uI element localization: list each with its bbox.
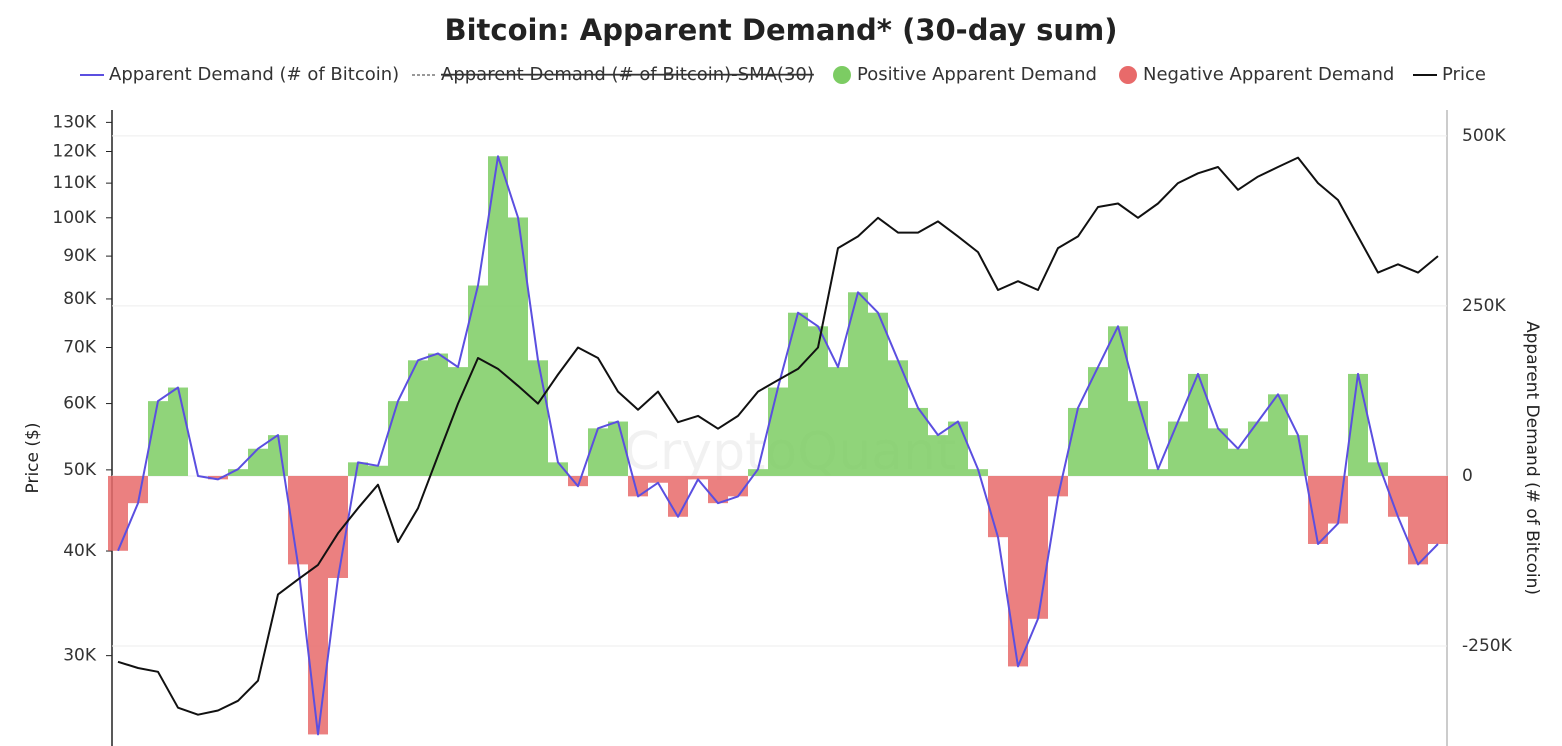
series-line: [117, 156, 1439, 716]
demand-bar: [648, 475, 668, 483]
y-tick-label: 30K: [63, 646, 97, 666]
demand-bar: [788, 312, 808, 476]
demand-bar: [548, 462, 568, 476]
demand-bar: [308, 475, 328, 735]
legend-marker: [833, 66, 851, 84]
demand-bar: [608, 421, 628, 476]
demand-bar: [1008, 475, 1028, 667]
demand-bar: [928, 435, 948, 476]
demand-bar: [248, 448, 268, 476]
demand-bar: [588, 428, 608, 476]
demand-bar: [1128, 401, 1148, 476]
demand-bar: [148, 401, 168, 476]
legend-label: Negative Apparent Demand: [1143, 64, 1394, 85]
y-tick-label: 40K: [63, 541, 97, 561]
demand-bar: [848, 292, 868, 476]
demand-bar: [1428, 475, 1448, 544]
demand-bar: [288, 475, 308, 565]
demand-bar: [688, 475, 708, 480]
y-tick-label: 50K: [63, 460, 97, 480]
legend-item: Apparent Demand (# of Bitcoin)-SMA(30): [412, 64, 814, 85]
series-line: [117, 155, 1439, 736]
demand-bar: [1168, 421, 1188, 476]
demand-bar: [1408, 475, 1428, 565]
demand-bar: [1088, 367, 1108, 476]
demand-bar: [708, 475, 728, 504]
demand-bar: [368, 465, 388, 476]
y-axis-title: Price ($): [23, 423, 43, 494]
legend-label: Apparent Demand (# of Bitcoin): [109, 64, 399, 85]
y-tick-label: 120K: [52, 141, 96, 161]
demand-bar: [748, 469, 768, 476]
demand-bar: [1188, 373, 1208, 476]
demand-bar: [888, 360, 908, 476]
y-tick-label: 90K: [63, 246, 97, 266]
demand-bar: [168, 387, 188, 476]
demand-bar: [808, 326, 828, 476]
demand-bar: [408, 360, 428, 476]
demand-bar: [208, 475, 228, 480]
demand-bar: [1268, 394, 1288, 476]
demand-bar: [948, 421, 968, 476]
y2-tick-label: 250K: [1462, 296, 1506, 316]
demand-bar: [988, 475, 1008, 538]
legend-item: Negative Apparent Demand: [1119, 64, 1394, 85]
y-tick-label: 80K: [63, 289, 97, 309]
demand-bar: [908, 407, 928, 476]
demand-bar: [1208, 428, 1228, 476]
demand-bar: [348, 462, 368, 476]
legend-item: Apparent Demand (# of Bitcoin): [80, 64, 399, 85]
legend-label: Positive Apparent Demand: [857, 64, 1097, 85]
legend-label: Apparent Demand (# of Bitcoin)-SMA(30): [441, 64, 814, 85]
demand-bar: [108, 475, 128, 551]
demand-bar: [228, 469, 248, 476]
legend-label: Price: [1442, 64, 1486, 85]
legend-item: Price: [1413, 64, 1486, 85]
demand-bar: [568, 475, 588, 487]
y-tick-label: 130K: [52, 112, 96, 132]
chart-title: Bitcoin: Apparent Demand* (30-day sum): [444, 13, 1117, 47]
y2-tick-label: 500K: [1462, 126, 1506, 146]
y2-tick-label: -250K: [1462, 636, 1513, 656]
y-tick-label: 70K: [63, 338, 97, 358]
demand-bar: [508, 217, 528, 476]
demand-bar: [328, 475, 348, 578]
y-tick-label: 100K: [52, 208, 96, 228]
demand-bar: [1388, 475, 1408, 517]
demand-bar: [468, 285, 488, 476]
demand-bar: [1248, 421, 1268, 476]
demand-bar: [1148, 469, 1168, 476]
y2-axis-title: Apparent Demand (# of Bitcoin): [1522, 321, 1542, 595]
y-tick-label: 60K: [63, 394, 97, 414]
y-tick-label: 110K: [52, 173, 96, 193]
demand-bar: [488, 156, 508, 476]
demand-bar: [768, 387, 788, 476]
legend-marker: [1119, 66, 1137, 84]
legend-item: Positive Apparent Demand: [833, 64, 1097, 85]
demand-bar: [828, 367, 848, 476]
demand-bar: [388, 401, 408, 476]
demand-bar: [1068, 407, 1088, 476]
demand-bar: [1108, 326, 1128, 476]
demand-bar: [1028, 475, 1048, 619]
demand-bar: [668, 475, 688, 517]
demand-bar: [528, 360, 548, 476]
demand-bar: [1228, 448, 1248, 476]
demand-bar: [868, 312, 888, 476]
demand-bar: [1308, 475, 1328, 544]
y2-tick-label: 0: [1462, 466, 1473, 486]
demand-bar: [1048, 475, 1068, 497]
demand-bar: [1368, 462, 1388, 476]
